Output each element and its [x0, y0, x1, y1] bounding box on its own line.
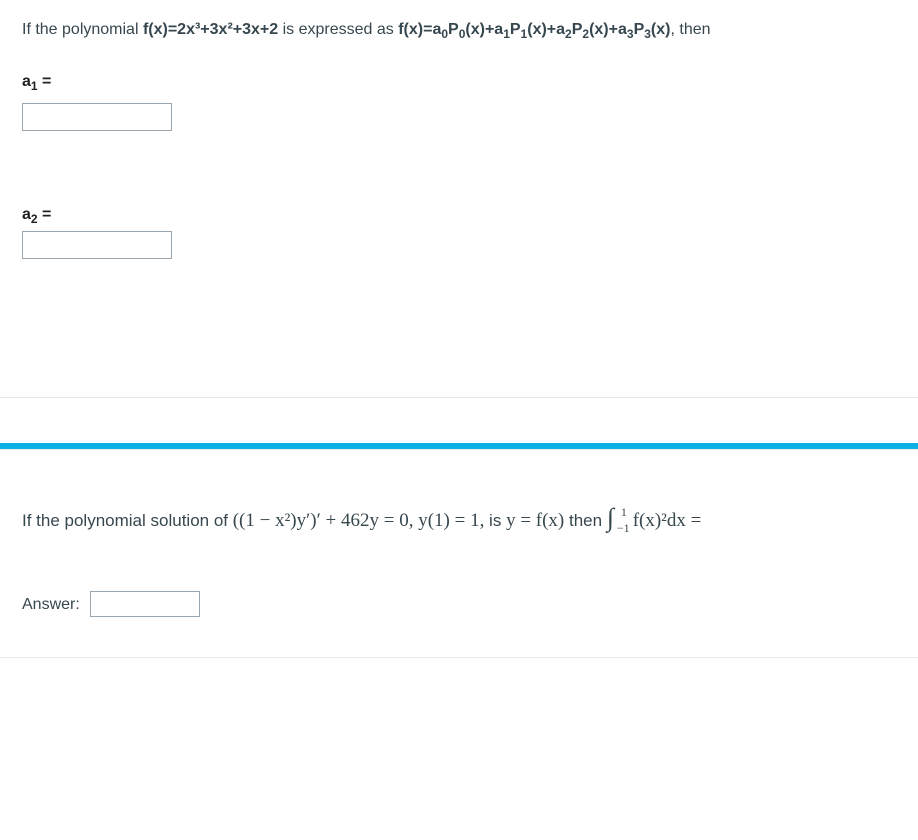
q1-intro2: is expressed as: [278, 21, 398, 38]
question-2: If the polynomial solution of ((1 − x²)y…: [0, 450, 918, 658]
q1-intro1: If the polynomial: [22, 21, 143, 38]
q1-then: , then: [670, 21, 710, 38]
between-questions-gap: [0, 398, 918, 443]
question-1: If the polynomial f(x)=2x³+3x²+3x+2 is e…: [0, 0, 918, 398]
question-2-text: If the polynomial solution of ((1 − x²)y…: [22, 505, 896, 536]
q2-eq1: ((1 − x²)y′)′ + 462y = 0, y(1) = 1,: [233, 510, 485, 531]
answer-row: Answer:: [22, 591, 896, 617]
a1-input[interactable]: [22, 103, 172, 131]
q1-poly1: f(x)=2x³+3x²+3x+2: [143, 21, 278, 38]
q2-then: then: [564, 511, 607, 530]
q2-equals: =: [686, 510, 701, 531]
q2-intro: If the polynomial solution of: [22, 511, 233, 530]
question-1-text: If the polynomial f(x)=2x³+3x²+3x+2 is e…: [22, 18, 896, 43]
answer-input[interactable]: [90, 591, 200, 617]
q2-mid: is: [484, 511, 506, 530]
a1-label: a1 =: [22, 73, 896, 93]
answer-label: Answer:: [22, 596, 80, 613]
question-divider: [0, 443, 918, 450]
q1-expansion: f(x)=a0P0(x)+a1P1(x)+a2P2(x)+a3P3(x): [398, 21, 670, 38]
a2-label: a2 =: [22, 206, 896, 226]
integral-symbol: ∫1−1: [607, 505, 614, 534]
q2-eq2: y = f(x): [506, 510, 564, 531]
spacer-large: [22, 269, 896, 379]
a1-group: a1 =: [22, 73, 896, 131]
a2-group: a2 =: [22, 206, 896, 258]
a2-input[interactable]: [22, 231, 172, 259]
q2-integrand: f(x)²dx: [628, 510, 686, 531]
spacer: [22, 166, 896, 206]
